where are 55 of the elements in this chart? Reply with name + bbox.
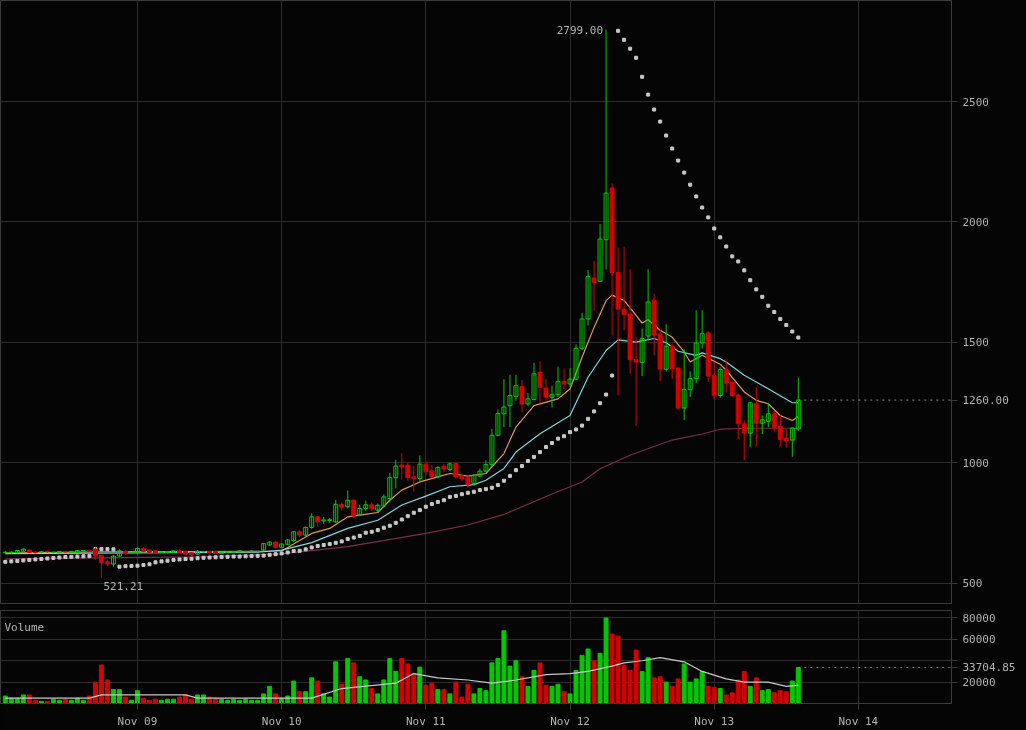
y-tick-label: 2500 (962, 95, 989, 109)
x-tick-label: Nov 13 (694, 714, 735, 728)
candlestick (717, 366, 723, 399)
bar (297, 691, 303, 704)
bar (273, 693, 279, 704)
x-tick-label: Nov 14 (838, 714, 879, 728)
y-tick-label: 2000 (962, 215, 989, 229)
candlestick (561, 367, 567, 390)
bar (747, 685, 753, 704)
bar (447, 693, 453, 704)
candlestick (543, 378, 549, 402)
candlestick (537, 360, 543, 404)
candlestick (645, 268, 651, 341)
candlestick (639, 328, 645, 377)
candlestick (663, 323, 669, 372)
x-tick-label: Nov 12 (550, 714, 590, 728)
annotation: 521.21 (103, 579, 144, 593)
y-tick-label: 500 (962, 577, 983, 591)
bar (663, 681, 669, 704)
y-tick-label: 80000 (962, 611, 996, 625)
candlestick (747, 401, 753, 448)
candlestick (441, 463, 447, 473)
bar (519, 676, 525, 704)
annotation: 2799.00 (556, 23, 604, 37)
x-tick-label: Nov 10 (261, 714, 302, 728)
candlestick (447, 462, 453, 472)
bar (753, 677, 759, 704)
bar (591, 660, 597, 704)
bar (122, 696, 128, 704)
y-tick-label: 20000 (962, 676, 996, 690)
x-tick-label: Nov 09 (117, 714, 158, 728)
candlestick (435, 465, 441, 479)
y-tick-label: 60000 (962, 633, 996, 647)
bar (717, 688, 723, 704)
candlestick (351, 498, 357, 519)
candlestick (753, 386, 759, 447)
bar (351, 662, 357, 704)
x-tick-label: Nov 11 (405, 714, 446, 728)
candlestick (591, 260, 597, 312)
bar (561, 691, 567, 704)
bar (345, 658, 351, 704)
bar (315, 680, 321, 704)
bar (339, 683, 345, 704)
ref-line-label: 33704.85 (962, 661, 1016, 675)
text: Volume (4, 620, 45, 634)
candlestick (417, 454, 423, 482)
bar (441, 689, 447, 704)
bar (417, 666, 423, 704)
candlestick (519, 379, 525, 413)
bar (369, 688, 375, 704)
bar (435, 689, 441, 704)
y-tick-label: 1500 (962, 336, 989, 350)
ref-line-label: 1260.00 (962, 394, 1009, 408)
candlestick (345, 489, 351, 509)
y-tick-label: 1000 (962, 456, 989, 470)
